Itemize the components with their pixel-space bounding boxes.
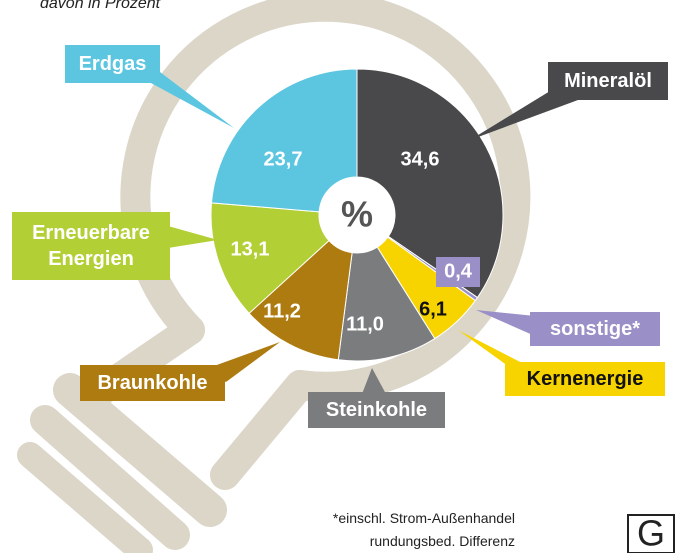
category-label: Braunkohle [80,365,225,401]
value-label: 0,4 [444,260,473,282]
subtitle: davon in Prozent [40,0,161,12]
value-label: 13,1 [231,238,270,260]
category-label: Steinkohle [308,392,445,428]
value-label: 6,1 [419,298,447,320]
value-label: 11,0 [346,313,384,335]
category-label: Kernenergie [505,362,665,396]
value-label: 11,2 [263,300,301,322]
footnote: *einschl. Strom-Außenhandel [333,510,515,526]
category-label: Erdgas [65,45,160,83]
category-label: Mineralöl [548,62,668,100]
value-label: 34,6 [401,148,440,170]
footnote: rundungsbed. Differenz [370,533,515,549]
logo: G [637,513,665,553]
value-label: 23,7 [264,148,303,170]
center-label: % [341,194,373,235]
category-label: sonstige* [530,312,660,346]
chart: davon in Prozent % G 34,6 0,4 6,1 11,0 11,2 1… [0,0,675,553]
category-label: Erneuerbare Energien [12,212,170,280]
label-pointer [168,226,218,248]
